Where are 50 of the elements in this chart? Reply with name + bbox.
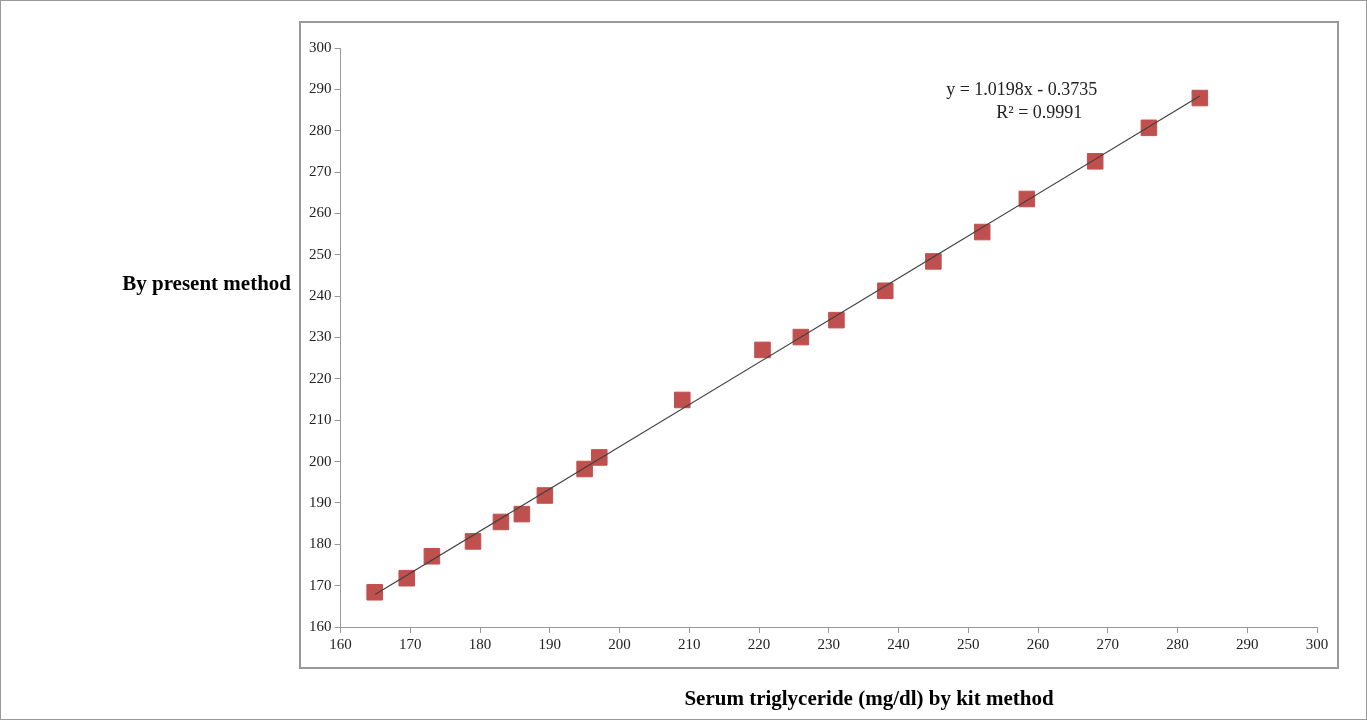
point [366,583,383,601]
point [398,569,416,587]
y-tick-label: 250 [309,245,332,262]
point [828,311,845,329]
annotation: R² = 0.9991 [996,102,1083,122]
y-tick-label: 200 [309,452,332,469]
point [1018,190,1036,208]
x-tick-label: 170 [399,635,422,652]
x-tick-label: 290 [1236,635,1259,652]
x-tick-label: 200 [608,635,631,652]
point [925,253,942,270]
point [536,487,554,504]
y-tick-label: 160 [309,617,332,634]
annotation: y = 1.0198x - 0.3735 [946,79,1098,99]
x-tick-label: 220 [747,635,771,652]
point [973,223,991,241]
y-tick-label: 180 [309,535,332,552]
y-tick-label: 230 [309,328,332,345]
point [464,533,482,550]
y-tick-label: 170 [309,576,332,593]
x-tick-label: 190 [538,635,561,652]
y-tick-label: 240 [309,287,332,304]
x-tick-label: 240 [887,635,910,652]
y-tick-label: 290 [309,80,332,97]
x-tick-label: 280 [1166,635,1189,652]
point [1191,89,1209,107]
point [674,391,691,409]
point [513,505,531,523]
x-tick-label: 180 [468,635,492,652]
y-tick-label: 210 [309,411,332,428]
point [423,548,441,565]
x-axis-title: Serum triglyceride (mg/dl) by kit method [683,686,1055,711]
point [754,341,771,359]
y-tick-label: 300 [309,38,332,55]
x-tick-label: 260 [1026,635,1050,652]
x-tick-label: 270 [1096,635,1119,652]
x-tick-label: 210 [678,635,701,652]
point [792,328,810,346]
y-tick-label: 270 [309,163,332,180]
y-tick-label: 190 [309,493,332,510]
x-tick-label: 160 [329,635,352,652]
point [876,282,894,300]
y-tick-label: 220 [309,369,332,386]
x-tick-label: 300 [1305,635,1329,652]
y-tick-label: 280 [309,121,332,138]
x-tick-label: 230 [817,635,840,652]
x-tick-label: 250 [957,635,980,652]
y-tick-label: 260 [309,204,332,221]
point [492,513,510,531]
y-axis-title: By present method [121,271,291,296]
